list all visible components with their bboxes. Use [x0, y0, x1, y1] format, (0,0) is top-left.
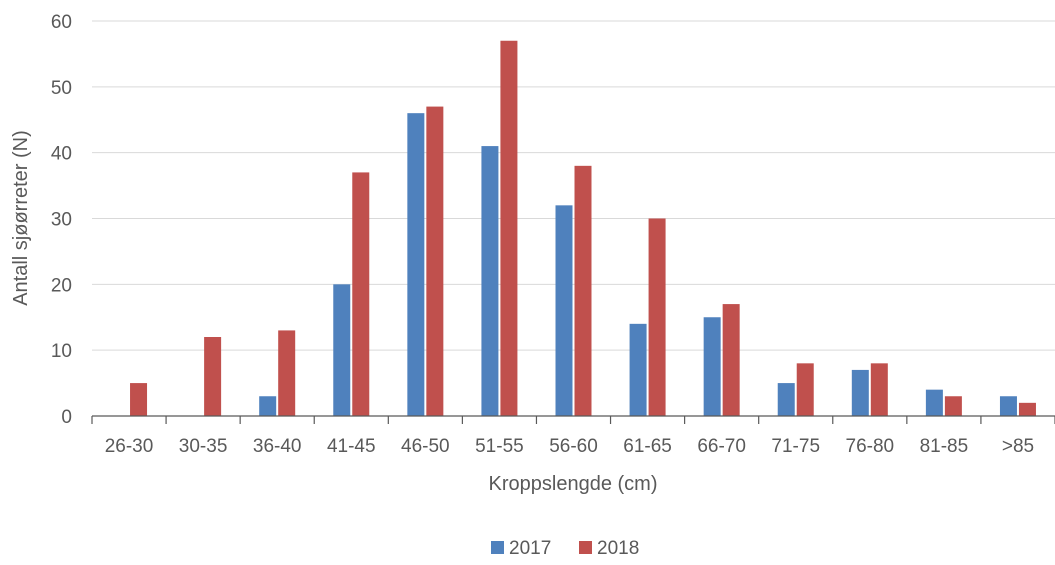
legend: 2017 2018	[491, 538, 639, 559]
bar-2017->85	[1000, 396, 1017, 416]
axes	[92, 416, 1055, 424]
bar-2017-46-50	[407, 113, 424, 416]
gridlines	[92, 21, 1055, 350]
legend-label-2017: 2017	[509, 538, 551, 559]
x-tick-label: 76-80	[846, 436, 895, 457]
y-tick-label: 40	[51, 144, 72, 165]
y-tick-label: 20	[51, 275, 72, 296]
bar-2018-46-50	[426, 107, 443, 416]
bar-2017-56-60	[556, 205, 573, 416]
bars	[130, 41, 1036, 416]
legend-swatch-2018	[579, 541, 592, 554]
bar-2018-66-70	[723, 304, 740, 416]
x-tick-label: 41-45	[327, 436, 376, 457]
legend-swatch-2017	[491, 541, 504, 554]
x-tick-label: 36-40	[253, 436, 302, 457]
x-tick-label: 51-55	[475, 436, 524, 457]
x-tick-label: 46-50	[401, 436, 450, 457]
y-tick-labels: 0 10 20 30 40 50 60	[51, 12, 72, 428]
bar-2018-51-55	[500, 41, 517, 416]
bar-2018-61-65	[649, 219, 666, 417]
bar-2018-71-75	[797, 363, 814, 416]
bar-2018-56-60	[575, 166, 592, 416]
x-tick-label: 56-60	[549, 436, 598, 457]
y-tick-label: 50	[51, 78, 72, 99]
x-tick-labels: 26-30 30-35 36-40 41-45 46-50 51-55 56-60 61-65…	[105, 436, 1034, 457]
bar-2018-81-85	[945, 396, 962, 416]
x-tick-label: 61-65	[623, 436, 672, 457]
bar-2017-41-45	[333, 284, 350, 416]
x-tick-label: 71-75	[771, 436, 820, 457]
bar-2017-76-80	[852, 370, 869, 416]
x-tick-label: 66-70	[697, 436, 746, 457]
bar-2018-36-40	[278, 330, 295, 416]
y-tick-label: 0	[61, 407, 72, 428]
legend-label-2018: 2018	[597, 538, 639, 559]
bar-2017-61-65	[630, 324, 647, 416]
x-tick-label: 81-85	[920, 436, 969, 457]
bar-2018-30-35	[204, 337, 221, 416]
bar-2017-66-70	[704, 317, 721, 416]
x-tick-label: >85	[1002, 436, 1034, 457]
bar-2018-41-45	[352, 172, 369, 416]
y-tick-label: 60	[51, 12, 72, 33]
x-tick-label: 30-35	[179, 436, 228, 457]
x-axis-label: Kroppslengde (cm)	[489, 473, 658, 495]
y-axis-label: Antall sjøørreter (N)	[10, 130, 32, 306]
bar-2018-76-80	[871, 363, 888, 416]
y-tick-label: 30	[51, 210, 72, 231]
x-tick-label: 26-30	[105, 436, 154, 457]
y-tick-label: 10	[51, 341, 72, 362]
bar-2017-51-55	[481, 146, 498, 416]
bar-2018->85	[1019, 403, 1036, 416]
bar-2017-36-40	[259, 396, 276, 416]
bar-2017-81-85	[926, 390, 943, 416]
bar-2017-71-75	[778, 383, 795, 416]
bar-2018-26-30	[130, 383, 147, 416]
